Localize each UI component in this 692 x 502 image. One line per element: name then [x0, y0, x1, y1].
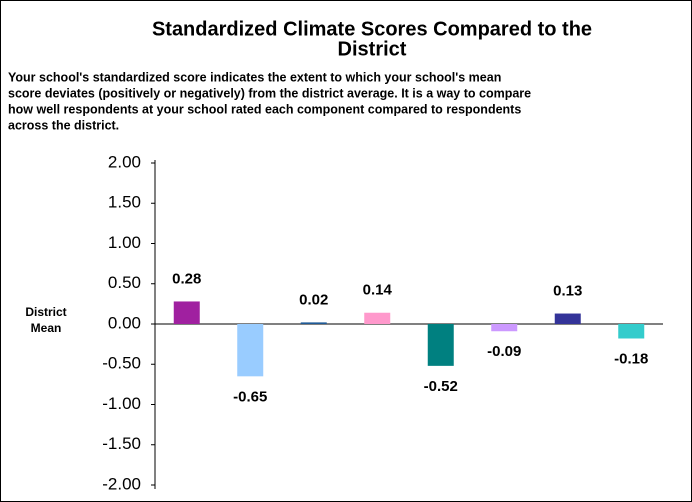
y-tick-label: 1.00	[108, 233, 141, 252]
subtitle: score deviates (positively or negatively…	[8, 86, 531, 100]
value-label: -0.09	[487, 343, 521, 360]
value-label: 0.14	[363, 282, 393, 299]
axis-annotation: Mean	[31, 321, 62, 335]
value-label: 0.02	[299, 291, 328, 308]
value-label: 0.28	[172, 270, 201, 287]
y-tick-label: 2.00	[108, 152, 141, 171]
chart-title: Standardized Climate Scores Compared to …	[152, 18, 592, 40]
value-label: -0.65	[233, 388, 267, 405]
y-tick-label: -0.50	[102, 354, 141, 373]
chart-title: District	[338, 38, 407, 60]
y-tick-label: -2.00	[102, 474, 141, 493]
bar	[554, 313, 581, 324]
value-label: -0.18	[614, 350, 648, 367]
subtitle: across the district.	[8, 118, 119, 132]
y-tick-label: 0.00	[108, 313, 141, 332]
bar	[237, 324, 264, 377]
value-label: -0.52	[424, 378, 458, 395]
y-tick-label: -1.00	[102, 394, 141, 413]
bar	[300, 322, 327, 324]
subtitle: Your school's standardized score indicat…	[8, 70, 501, 84]
y-tick-label: 0.50	[108, 273, 141, 292]
bar	[618, 324, 645, 339]
value-label: 0.13	[553, 283, 582, 300]
bar	[491, 324, 518, 332]
axis-annotation: District	[25, 305, 66, 319]
y-tick-label: -1.50	[102, 434, 141, 453]
y-tick-label: 1.50	[108, 193, 141, 212]
subtitle: how well respondents at your school rate…	[8, 102, 521, 116]
bar	[427, 324, 454, 366]
bar	[364, 312, 391, 324]
bar	[173, 301, 200, 324]
